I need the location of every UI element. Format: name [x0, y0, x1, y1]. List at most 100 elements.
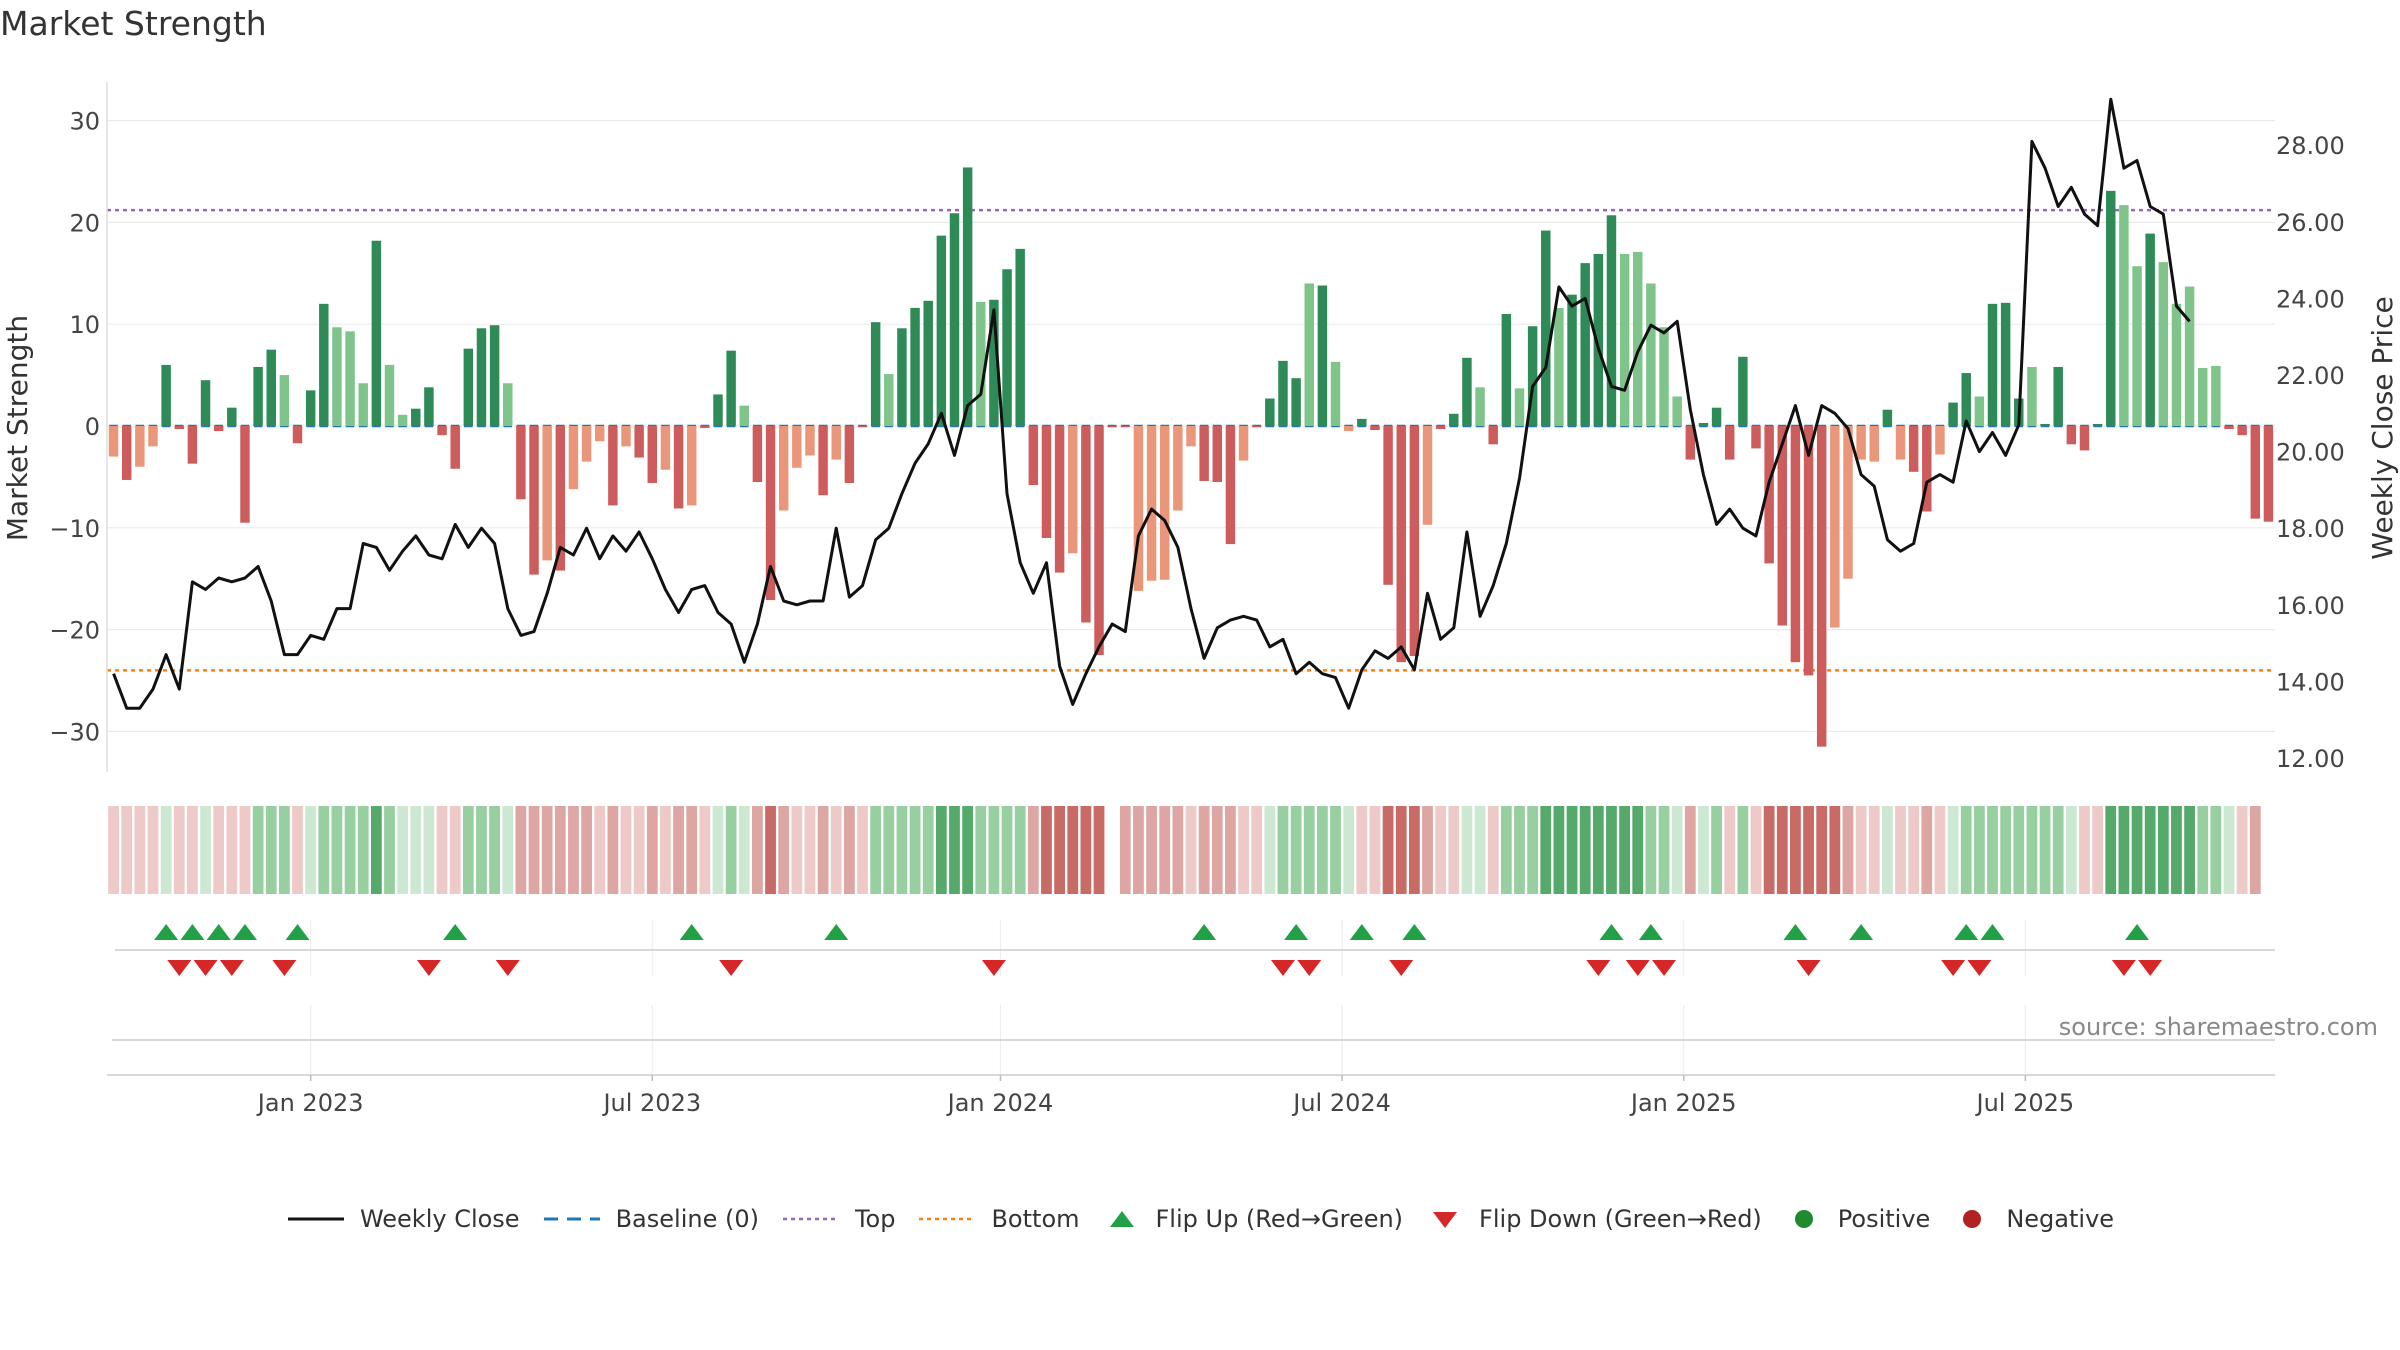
strength-band-cell — [1264, 806, 1276, 894]
strength-band-cell — [160, 806, 172, 894]
y-axis-label-left: Market Strength — [1, 315, 34, 541]
strength-band-cell — [1093, 806, 1105, 894]
strength-band-cell — [1106, 806, 1118, 894]
strength-band-cell — [1133, 806, 1144, 894]
axes: 30 20 10 0 −10 −20 −30 28.00 26.00 24.00 22.00 20.0… — [1, 82, 2399, 1117]
y-tick-left: −10 — [49, 515, 100, 543]
strength-band-cell — [489, 806, 500, 894]
strength-band-cell — [331, 806, 343, 894]
strength-band-cell — [830, 806, 842, 894]
strength-band-cell — [738, 806, 750, 894]
strength-band-cell — [2013, 806, 2025, 894]
y-axis-label-right: Weekly Close Price — [2366, 296, 2399, 559]
legend-weekly-close: Weekly Close — [286, 1205, 520, 1233]
y-tick-right: 20.00 — [2276, 439, 2345, 467]
strength-band-cell — [2197, 806, 2209, 894]
strength-bar — [1724, 426, 1735, 460]
flip-up-marker — [824, 924, 849, 940]
strength-band-cell — [121, 806, 133, 894]
strength-band-cell — [1934, 806, 1946, 894]
strength-bar — [1869, 426, 1879, 462]
strength-bar — [1593, 253, 1604, 426]
strength-band-cell — [1474, 806, 1486, 894]
strength-bar — [1882, 409, 1893, 426]
strength-band-cell — [765, 806, 776, 894]
strength-bar — [1212, 426, 1223, 482]
strength-band-cell — [1435, 806, 1447, 894]
strength-band-cell — [292, 806, 303, 894]
strength-band-cell — [252, 806, 264, 894]
strength-band-cell — [568, 806, 579, 894]
strength-band-cell — [1500, 806, 1512, 894]
legend-flip-up: Flip Up (Red→Green) — [1102, 1205, 1404, 1233]
strength-bar — [161, 364, 171, 426]
strength-bar — [1790, 426, 1801, 663]
strength-band-cell — [620, 806, 632, 894]
strength-bar — [1948, 402, 1958, 426]
strength-band-cell — [1645, 806, 1657, 894]
strength-bar — [1199, 426, 1209, 481]
strength-bar — [752, 426, 763, 482]
strength-bar — [1527, 326, 1538, 426]
strength-band-cell — [1790, 806, 1801, 894]
strength-bar — [2263, 426, 2274, 522]
strength-band-cell — [843, 806, 855, 894]
strength-band-cell — [1855, 806, 1867, 894]
x-tick-label: Jul 2024 — [1291, 1089, 1391, 1117]
strength-bar — [989, 299, 999, 426]
strength-bar — [358, 383, 368, 426]
strength-bar — [2092, 423, 2103, 426]
strength-bars — [108, 167, 2274, 747]
strength-band-cell — [1369, 806, 1381, 894]
strength-bar — [1383, 426, 1393, 585]
y-tick-right: 22.00 — [2276, 362, 2345, 390]
flip-up-marker — [180, 924, 205, 940]
strength-band-cell — [1960, 806, 1972, 894]
strength-bar — [384, 364, 395, 426]
strength-bar — [1146, 426, 1157, 581]
strength-band-cell — [134, 806, 146, 894]
strength-bar — [1554, 307, 1564, 426]
strength-bar — [713, 394, 723, 426]
strength-bar — [792, 426, 802, 468]
y-tick-right: 18.00 — [2276, 515, 2345, 543]
legend-top: Top — [781, 1205, 895, 1233]
strength-band-cell — [1251, 806, 1263, 894]
strength-band-cell — [2171, 806, 2182, 894]
flip-down-marker — [193, 960, 218, 976]
strength-bar — [1606, 215, 1617, 426]
strength-band-cell — [200, 806, 211, 894]
strength-band-cell — [975, 806, 987, 894]
strength-band-cell — [1750, 806, 1762, 894]
strength-band-cell — [147, 806, 159, 894]
strength-band-cell — [1211, 806, 1223, 894]
legend-negative: Negative — [1952, 1205, 2114, 1233]
strength-band-cell — [962, 806, 974, 894]
strength-bar — [897, 328, 907, 426]
flip-down-marker — [272, 960, 297, 976]
legend-label: Flip Up (Red→Green) — [1155, 1205, 1404, 1233]
strength-band-cell — [1408, 806, 1420, 894]
x-tick-label: Jan 2025 — [1629, 1089, 1737, 1117]
legend-bottom: Bottom — [917, 1205, 1080, 1233]
strength-bar — [568, 426, 579, 490]
strength-bar — [1751, 426, 1761, 449]
strength-band-cell — [278, 806, 290, 894]
strength-bar — [2132, 266, 2142, 426]
strength-bar — [581, 426, 592, 462]
flip-up-marker — [1402, 924, 1427, 940]
strength-bar — [1422, 426, 1433, 525]
y-tick-left: 30 — [69, 108, 100, 136]
strength-band-cell — [2157, 806, 2169, 894]
strength-bar — [332, 327, 342, 426]
strength-bar — [1317, 285, 1328, 426]
flip-down-marker — [1967, 960, 1992, 976]
strength-bar — [108, 426, 119, 457]
strength-band-cell — [1868, 806, 1880, 894]
strength-bar — [805, 426, 815, 456]
strength-band-cell — [1553, 806, 1565, 894]
flip-up-marker — [679, 924, 704, 940]
strength-bar — [1094, 426, 1104, 656]
flip-down-marker — [1586, 960, 1611, 976]
strength-band-cell — [305, 806, 317, 894]
